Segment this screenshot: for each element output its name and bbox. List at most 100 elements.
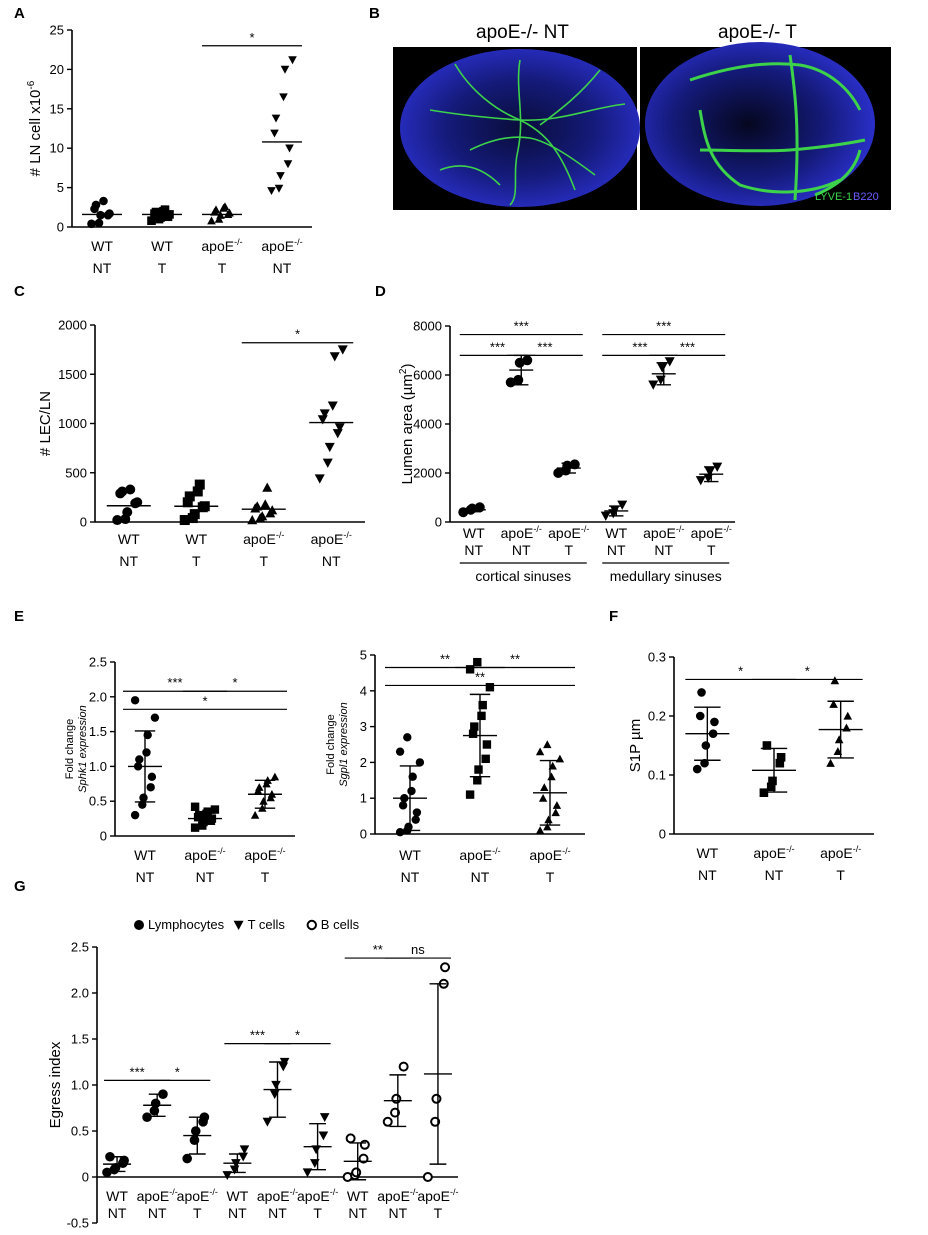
data-point [543,822,552,831]
x-category-sublabel: NT [268,1205,287,1221]
significance-label: *** [514,319,529,334]
y-tick-label: 4000 [413,417,442,432]
significance-label: ** [373,942,383,957]
data-point [843,711,853,720]
y-tick-label: 0 [100,829,107,844]
panel-label-b: B [369,5,380,22]
data-point [199,817,208,827]
data-point [150,713,160,722]
data-point [110,1163,121,1173]
lymphatic-vessel [469,136,596,176]
y-tick-label: 5 [57,180,64,195]
data-point [271,1080,281,1090]
data-point [829,699,838,708]
data-point [768,776,777,786]
data-point [324,442,335,453]
x-category-label: WT [91,238,113,254]
lymphatic-vessel [689,62,862,111]
x-category-sublabel: NT [471,869,490,885]
data-point [538,794,548,802]
series-2 [818,676,863,767]
chart-f: 0 0.1 0.2 0.3 S1P µm WT NT apoE-/- NT apoE-/- T * * [627,650,874,883]
x-category-sublabel: T [434,1205,443,1221]
data-point [102,1167,112,1178]
data-point [250,810,260,819]
significance-label: *** [130,1064,145,1079]
series-0 [685,688,730,774]
y-tick-label: 1.0 [71,1078,89,1093]
series-0 [106,484,151,526]
data-point [318,1131,329,1141]
series-0 [458,502,486,518]
y-tick-label: 0 [80,515,87,530]
x-category-label: WT [463,525,485,541]
series-3 [222,1145,252,1180]
y-tick-label: 2.5 [71,940,89,955]
data-point [274,184,284,193]
data-point [260,499,271,509]
panel-label-d: D [375,283,386,300]
data-point [247,515,258,525]
series-1 [142,205,182,225]
series-1 [142,1089,172,1122]
x-category-sublabel: NT [607,542,626,558]
y-axis-label-gene: Sphk1 expression [77,705,89,792]
data-point [139,793,148,802]
series-7 [382,1061,412,1128]
x-category-label: apoE-/- [177,1187,218,1204]
stain-label-b220: B220 [853,191,879,203]
series-0 [393,733,427,837]
stain-label-lyve1: LYVE-1 [815,191,852,203]
x-category-label: WT [399,847,421,863]
data-point [271,114,281,123]
series-2 [202,202,242,225]
y-tick-label: 2.5 [89,655,107,670]
x-category-sublabel: NT [196,869,215,885]
series-2 [533,740,567,834]
data-point [130,696,140,705]
data-point [184,491,195,502]
series-2 [248,772,282,819]
legend-marker [306,919,317,931]
data-point [697,688,706,697]
data-point [270,129,279,138]
data-point [481,754,490,764]
data-point [302,1168,313,1178]
data-point [477,711,486,721]
micrograph-panel: apoE-/- NT apoE-/- T LYVE-1 B220 [393,22,891,210]
significance-label: * [295,327,300,342]
data-point [203,807,212,816]
legend-label: B cells [321,917,360,932]
data-point [94,218,104,228]
data-point [826,758,835,767]
data-point [468,729,478,738]
data-point [391,1093,402,1104]
data-point [190,802,200,811]
series-0 [82,196,122,229]
panel-label-e: E [14,608,24,625]
x-category-label: WT [151,238,173,254]
data-point [485,683,495,692]
series-1 [463,657,497,799]
data-point [600,511,611,521]
series-2 [553,459,581,478]
significance-label: ** [440,652,450,667]
data-point [220,202,230,211]
data-point [189,509,200,520]
data-point [390,1107,401,1118]
series-0 [102,1151,132,1178]
x-category-sublabel: T [546,869,555,885]
significance-label: * [232,675,237,690]
series-1 [505,354,534,388]
significance-label: * [202,693,207,708]
data-point [207,216,216,225]
data-point [359,1139,370,1150]
data-point [280,65,290,74]
x-category-label: apoE-/- [820,844,861,861]
data-point [695,476,706,486]
data-point [238,1152,248,1162]
x-category-sublabel: NT [765,867,784,883]
series-1 [188,802,222,832]
x-category-label: apoE-/- [753,844,794,861]
